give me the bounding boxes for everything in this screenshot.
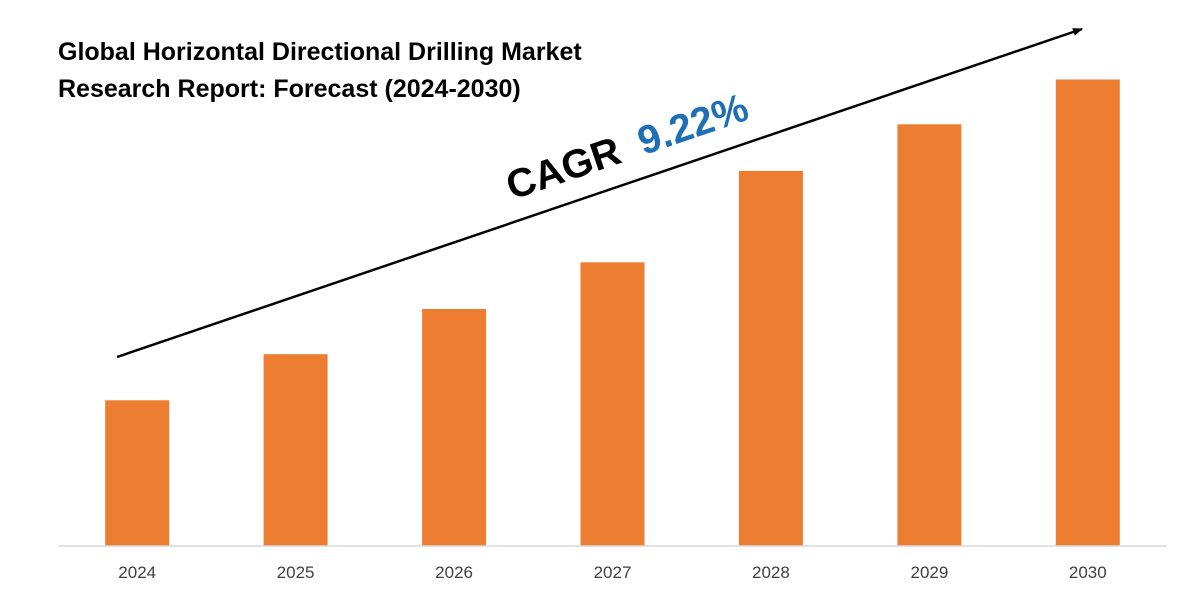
cagr-value: 9.22% bbox=[632, 86, 754, 164]
x-tick-label-2027: 2027 bbox=[594, 563, 632, 582]
bar-2030 bbox=[1055, 79, 1120, 546]
bar-2029 bbox=[897, 124, 962, 547]
trend-arrow bbox=[116, 27, 1083, 359]
bar-2027 bbox=[580, 262, 645, 546]
x-tick-labels: 2024 2025 2026 2027 2028 2029 2030 bbox=[118, 563, 1106, 582]
x-tick-label-2029: 2029 bbox=[910, 563, 948, 582]
chart-title-line-2: Research Report: Forecast (2024-2030) bbox=[58, 75, 521, 103]
chart-title-line-1: Global Horizontal Directional Drilling M… bbox=[58, 38, 582, 66]
bar-2028 bbox=[738, 170, 803, 546]
bar-2026 bbox=[422, 309, 487, 546]
bar-2025 bbox=[263, 354, 328, 546]
cagr-annotation: CAGR 9.22% bbox=[501, 86, 754, 209]
x-tick-label-2030: 2030 bbox=[1069, 563, 1107, 582]
cagr-prefix: CAGR bbox=[501, 129, 627, 209]
x-tick-label-2028: 2028 bbox=[752, 563, 790, 582]
x-tick-label-2026: 2026 bbox=[435, 563, 473, 582]
x-tick-label-2025: 2025 bbox=[277, 563, 315, 582]
bar-2024 bbox=[105, 400, 170, 546]
bars-group bbox=[105, 79, 1120, 547]
x-tick-label-2024: 2024 bbox=[118, 563, 156, 582]
